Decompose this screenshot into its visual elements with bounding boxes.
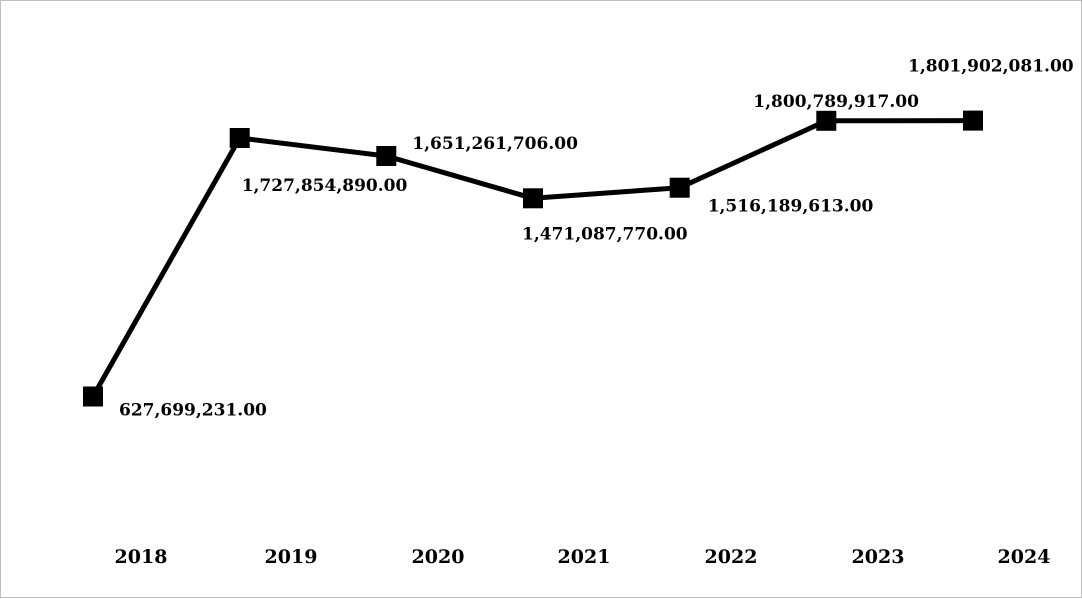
x-tick-label-2020: 2020 bbox=[412, 546, 465, 568]
series-line bbox=[90, 118, 974, 398]
data-point-marker-2019 bbox=[229, 128, 250, 148]
data-point-marker-2022 bbox=[669, 177, 690, 198]
data-label-2021: 1,471,087,770.00 bbox=[522, 224, 688, 244]
x-tick-label-2023: 2023 bbox=[852, 546, 905, 568]
data-label-2019: 1,727,854,890.00 bbox=[242, 176, 408, 196]
series-layer bbox=[90, 118, 974, 398]
data-point-marker-2023 bbox=[816, 110, 837, 131]
x-tick-label-2019: 2019 bbox=[265, 546, 318, 568]
data-point-marker-2024 bbox=[963, 110, 983, 131]
data-point-marker-2020 bbox=[376, 146, 397, 166]
data-label-2023: 1,800,789,917.00 bbox=[753, 92, 919, 112]
x-tick-label-2018: 2018 bbox=[115, 546, 168, 568]
x-tick-label-2024: 2024 bbox=[998, 546, 1051, 568]
x-axis-ticks: 2018 2019 2020 2021 2022 2023 2024 bbox=[115, 546, 1051, 568]
marker-layer bbox=[83, 110, 983, 407]
data-point-marker-2018 bbox=[83, 386, 103, 407]
data-label-layer: 627,699,231.00 1,727,854,890.00 1,651,261,… bbox=[119, 57, 1074, 421]
x-tick-label-2021: 2021 bbox=[558, 546, 611, 568]
data-label-2018: 627,699,231.00 bbox=[119, 401, 267, 421]
x-tick-label-2022: 2022 bbox=[705, 546, 758, 568]
data-label-2024: 1,801,902,081.00 bbox=[908, 57, 1074, 77]
data-label-2022: 1,516,189,613.00 bbox=[708, 197, 874, 217]
data-point-marker-2021 bbox=[523, 188, 543, 209]
data-label-2020: 1,651,261,706.00 bbox=[412, 134, 578, 154]
